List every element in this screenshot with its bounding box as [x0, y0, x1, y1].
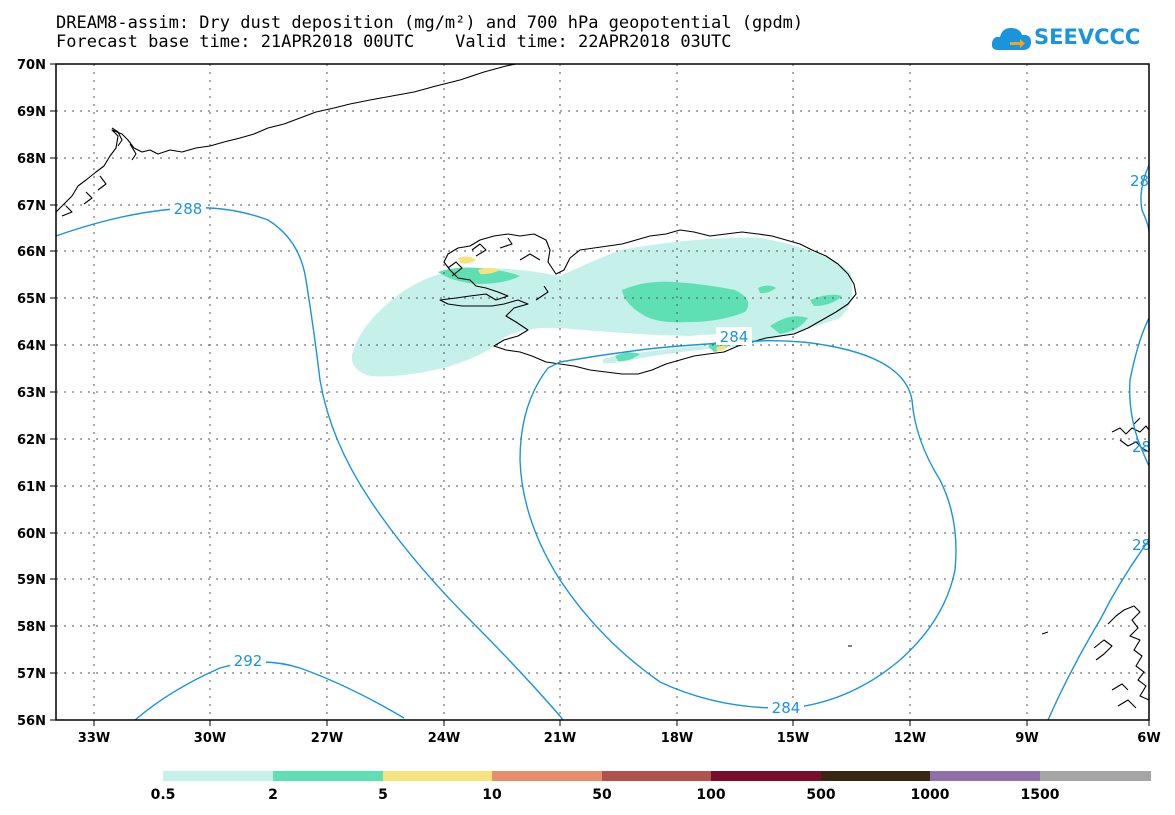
tick-marks	[50, 63, 1150, 726]
contour-label-288: 288	[174, 200, 203, 218]
lat-label-59n: 59N	[17, 573, 46, 588]
map-title-line1: DREAM8-assim: Dry dust deposition (mg/m²…	[56, 13, 804, 33]
lat-label-64n: 64N	[17, 339, 46, 354]
geopotential-contours	[56, 164, 1149, 720]
lon-label-21w: 21W	[544, 731, 576, 746]
dust-deposition-shading	[351, 237, 853, 377]
legend-swatch-8	[1040, 771, 1151, 781]
legend-label-50: 50	[592, 787, 612, 803]
legend-label-500: 500	[806, 787, 836, 803]
contour-label-east-3: 28	[1132, 536, 1151, 554]
lon-label-30w: 30W	[194, 731, 226, 746]
legend-label-2: 2	[268, 787, 278, 803]
lat-label-70n: 70N	[17, 58, 46, 73]
lat-label-68n: 68N	[17, 152, 46, 167]
legend-label-1500: 1500	[1020, 787, 1060, 803]
lat-label-61n: 61N	[17, 480, 46, 495]
lon-label-27w: 27W	[311, 731, 343, 746]
contour-label-292: 292	[234, 652, 263, 670]
lon-label-9w: 9W	[1015, 731, 1038, 746]
contour-label-284-north: 284	[720, 328, 749, 346]
longitude-labels: 33W 30W 27W 24W 21W 18W 15W 12W 9W 6W	[78, 731, 1161, 746]
legend-swatch-5	[711, 771, 821, 781]
legend-label-5: 5	[378, 787, 388, 803]
coastlines	[56, 64, 1149, 709]
contour-label-east-2: 28	[1132, 438, 1151, 456]
color-legend: 0.5 2 5 10 50 100 500 1000 1500	[151, 771, 1151, 811]
legend-swatch-3	[492, 771, 602, 781]
lat-label-67n: 67N	[17, 199, 46, 214]
cloud-icon	[991, 28, 1031, 50]
legend-swatch-4	[602, 771, 711, 781]
lat-label-63n: 63N	[17, 386, 46, 401]
lat-label-65n: 65N	[17, 292, 46, 307]
lon-label-12w: 12W	[894, 731, 926, 746]
lon-label-24w: 24W	[428, 731, 460, 746]
contour-label-east-1: 28	[1130, 172, 1149, 190]
lat-label-62n: 62N	[17, 433, 46, 448]
lon-label-6w: 6W	[1137, 731, 1160, 746]
lat-label-60n: 60N	[17, 527, 46, 542]
contour-labels: 288 284 292 284 28 28 28	[170, 172, 1151, 717]
legend-label-10: 10	[482, 787, 502, 803]
lon-label-18w: 18W	[661, 731, 693, 746]
lon-label-15w: 15W	[777, 731, 809, 746]
legend-swatch-1	[273, 771, 383, 781]
legend-swatch-7	[930, 771, 1040, 781]
legend-swatch-0	[163, 771, 273, 781]
legend-label-1000: 1000	[910, 787, 950, 803]
contour-label-284-south: 284	[772, 699, 801, 717]
lat-label-57n: 57N	[17, 667, 46, 682]
lat-label-66n: 66N	[17, 245, 46, 260]
lat-label-58n: 58N	[17, 620, 46, 635]
latitude-labels: 70N 69N 68N 67N 66N 65N 64N 63N 62N 61N …	[17, 58, 46, 729]
lat-label-69n: 69N	[17, 105, 46, 120]
seevccc-logo: SEEVCCC	[990, 22, 1140, 58]
legend-label-0.5: 0.5	[150, 787, 176, 803]
gridlines	[56, 64, 1149, 720]
map-title-line2: Forecast base time: 21APR2018 00UTC Vali…	[56, 32, 732, 52]
legend-swatch-6	[821, 771, 930, 781]
lon-label-33w: 33W	[78, 731, 110, 746]
logo-text: SEEVCCC	[1034, 25, 1141, 49]
legend-swatch-2	[383, 771, 492, 781]
legend-label-100: 100	[696, 787, 726, 803]
lat-label-56n: 56N	[17, 714, 46, 729]
